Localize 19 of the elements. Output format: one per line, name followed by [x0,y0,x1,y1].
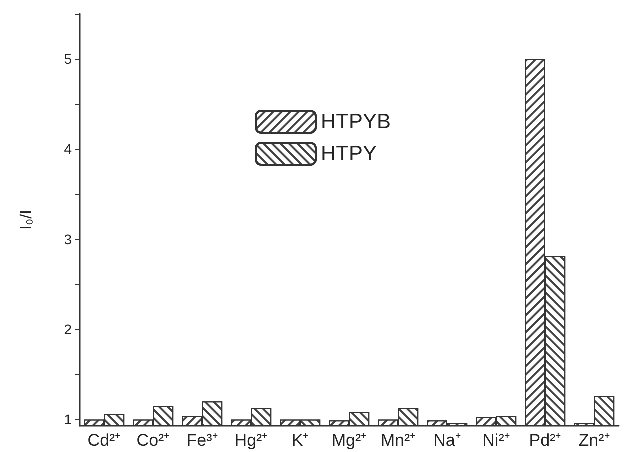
y-tick-label: 4 [64,141,72,158]
x-tick-label: Zn²⁺ [578,431,610,450]
x-tick-label: Fe³⁺ [186,431,218,450]
x-tick-label: Ni²⁺ [482,431,510,450]
x-tick-label: Mg²⁺ [332,431,368,450]
y-tick-label: 1 [64,412,72,428]
x-tick-label: Co²⁺ [136,431,170,450]
y-tick-label: 5 [64,51,72,68]
x-tick-label: Hg²⁺ [234,431,268,450]
x-tick-label: K⁺ [292,431,310,450]
y-tick-label: 3 [64,231,72,248]
x-tick-label: Cd²⁺ [88,431,122,450]
y-axis-title: I₀/I [18,210,36,230]
x-tick-label: Na⁺ [434,431,462,450]
y-tick-label: 2 [64,322,72,338]
legend-label: HTPY [321,142,378,166]
x-tick-label: Mn²⁺ [380,431,416,450]
legend-label: HTPYB [321,110,392,134]
x-tick-label: Pd²⁺ [529,431,562,450]
